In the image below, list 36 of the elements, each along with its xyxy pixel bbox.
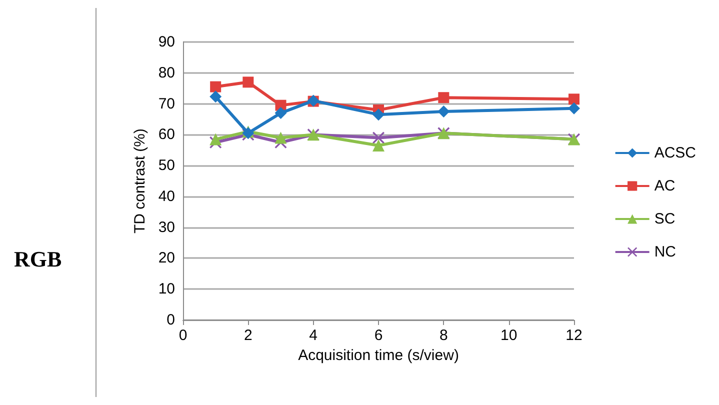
- y-tick-label: 50: [158, 157, 175, 174]
- y-tick-label: 90: [158, 34, 175, 50]
- y-tick-label: 30: [158, 218, 175, 236]
- legend-label: ACSC: [654, 144, 696, 162]
- legend-label: SC: [654, 210, 676, 228]
- point: [274, 107, 287, 120]
- point: [438, 92, 450, 104]
- x-tick-label: 8: [439, 327, 448, 344]
- y-tick-label: 40: [158, 188, 175, 205]
- point: [372, 108, 384, 121]
- legend-label: AC: [654, 178, 676, 194]
- point: [568, 102, 580, 114]
- point: [274, 132, 287, 144]
- y-tick-label: 20: [158, 250, 175, 267]
- x-tick-label: 12: [566, 327, 582, 344]
- x-tick-label: 2: [244, 327, 252, 344]
- point: [568, 94, 580, 105]
- legend-label: NC: [654, 244, 676, 260]
- x-tick-label: 10: [500, 327, 518, 344]
- point: [438, 106, 450, 118]
- point: [210, 133, 222, 146]
- y-tick-label: 0: [166, 312, 175, 328]
- y-tick-label: 60: [158, 126, 175, 144]
- y-tick-label: 80: [158, 64, 175, 82]
- y-tick-label: 10: [158, 280, 175, 298]
- x-tick-label: 6: [374, 327, 383, 344]
- y-tick-label: 70: [158, 95, 175, 112]
- x-axis-title: Acquisition time (s/view): [298, 347, 459, 364]
- y-axis-title: TD contrast (%): [131, 128, 148, 234]
- x-tick-label: 4: [309, 327, 318, 344]
- point: [210, 81, 222, 92]
- point: [372, 139, 384, 152]
- text: RGB: [14, 246, 62, 272]
- point: [242, 76, 254, 88]
- x-tick-label: 0: [178, 327, 188, 344]
- point: [210, 90, 222, 103]
